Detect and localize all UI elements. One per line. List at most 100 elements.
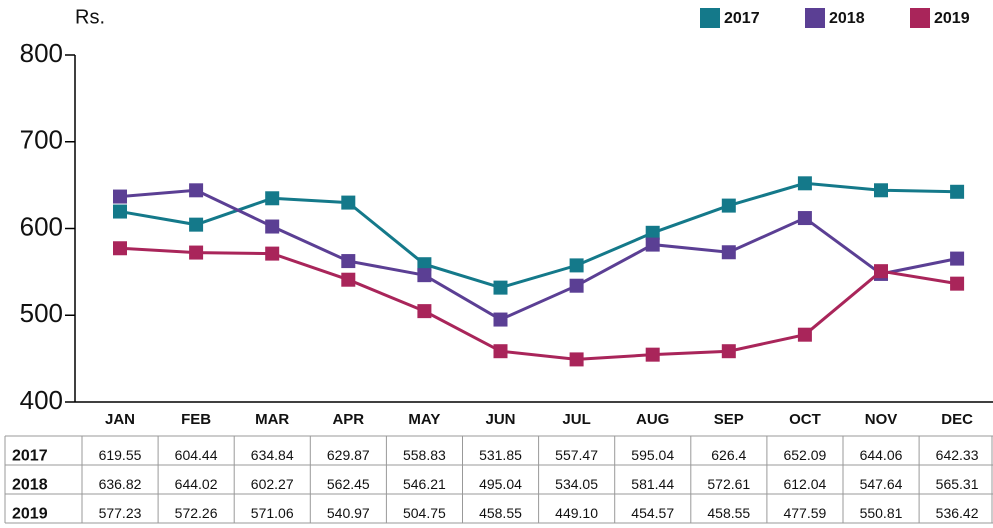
marker — [645, 237, 660, 252]
y-tick-label: 600 — [20, 211, 63, 241]
marker — [189, 245, 204, 260]
table-cell: 558.83 — [403, 447, 446, 463]
table-cell: 604.44 — [175, 447, 218, 463]
marker — [569, 352, 584, 367]
table-cell: 629.87 — [327, 447, 370, 463]
marker — [797, 327, 812, 342]
table-cell: 534.05 — [555, 476, 598, 492]
table-cell: 550.81 — [860, 505, 903, 521]
series-line — [119, 246, 958, 361]
table-row-label: 2019 — [12, 506, 48, 523]
table-cell: 477.59 — [783, 505, 826, 521]
marker — [874, 183, 888, 198]
x-tick-label: APR — [332, 411, 364, 428]
legend-swatch — [910, 8, 930, 28]
x-tick-label: JUL — [562, 411, 590, 428]
table-cell: 619.55 — [99, 447, 142, 463]
x-tick-label: NOV — [865, 411, 898, 428]
table-cell: 636.82 — [99, 476, 142, 492]
table-cell: 562.45 — [327, 476, 370, 492]
table-cell: 595.04 — [631, 447, 674, 463]
marker — [950, 276, 965, 291]
marker — [569, 278, 584, 293]
table-cell: 612.04 — [783, 476, 826, 492]
x-tick-label: JAN — [105, 411, 135, 428]
table-cell: 495.04 — [479, 476, 522, 492]
marker — [645, 225, 660, 240]
marker — [417, 268, 432, 283]
x-tick-label: SEP — [714, 411, 744, 428]
marker — [493, 344, 508, 359]
table-cell: 634.84 — [251, 447, 294, 463]
table-cell: 626.4 — [711, 447, 746, 463]
marker — [113, 189, 127, 204]
marker — [721, 245, 736, 260]
table-cell: 557.47 — [555, 447, 598, 463]
marker — [417, 304, 432, 319]
table-row-label: 2018 — [12, 477, 48, 494]
y-unit: Rs. — [75, 6, 105, 28]
marker — [950, 251, 965, 266]
legend-label: 2017 — [724, 10, 760, 27]
x-tick-label: AUG — [636, 411, 669, 428]
table-cell: 449.10 — [555, 505, 598, 521]
table-cell: 546.21 — [403, 476, 446, 492]
table-cell: 652.09 — [783, 447, 826, 463]
table-cell: 540.97 — [327, 505, 370, 521]
table-cell: 504.75 — [403, 505, 446, 521]
table-cell: 602.27 — [251, 476, 294, 492]
table-cell: 531.85 — [479, 447, 522, 463]
marker — [874, 264, 888, 279]
table-cell: 536.42 — [936, 505, 979, 521]
marker — [493, 280, 508, 295]
table-cell: 547.64 — [860, 476, 903, 492]
y-tick-label: 400 — [20, 385, 63, 415]
table-cell: 644.02 — [175, 476, 218, 492]
marker — [113, 241, 127, 256]
table-row-label: 2017 — [12, 448, 48, 465]
marker — [265, 219, 280, 234]
marker — [569, 258, 584, 273]
y-tick-label: 800 — [20, 38, 63, 68]
table-cell: 642.33 — [936, 447, 979, 463]
marker — [950, 184, 965, 199]
marker — [113, 204, 127, 219]
table-cell: 572.61 — [707, 476, 750, 492]
marker — [189, 217, 204, 232]
table-cell: 577.23 — [99, 505, 142, 521]
x-tick-label: MAY — [408, 411, 440, 428]
table-cell: 581.44 — [631, 476, 674, 492]
legend-label: 2019 — [934, 10, 970, 27]
table-cell: 571.06 — [251, 505, 294, 521]
x-tick-label: MAR — [255, 411, 289, 428]
marker — [645, 347, 660, 362]
x-tick-label: FEB — [181, 411, 211, 428]
table-cell: 458.55 — [707, 505, 750, 521]
x-tick-label: DEC — [941, 411, 973, 428]
marker — [265, 246, 280, 261]
marker — [341, 272, 356, 287]
marker — [417, 257, 432, 272]
y-tick-label: 700 — [20, 125, 63, 155]
marker — [797, 176, 812, 191]
marker — [265, 191, 280, 206]
marker — [341, 195, 356, 210]
table-cell: 572.26 — [175, 505, 218, 521]
legend-swatch — [805, 8, 825, 28]
table-cell: 454.57 — [631, 505, 674, 521]
y-tick-label: 500 — [20, 298, 63, 328]
x-tick-label: JUN — [485, 411, 515, 428]
marker — [721, 198, 736, 213]
table-cell: 565.31 — [936, 476, 979, 492]
legend-swatch — [700, 8, 720, 28]
marker — [189, 183, 204, 198]
marker — [721, 344, 736, 359]
x-tick-label: OCT — [789, 411, 821, 428]
table-cell: 644.06 — [860, 447, 903, 463]
marker — [493, 312, 508, 327]
marker — [797, 211, 812, 226]
table-cell: 458.55 — [479, 505, 522, 521]
marker — [341, 254, 356, 269]
series-line — [119, 181, 958, 290]
